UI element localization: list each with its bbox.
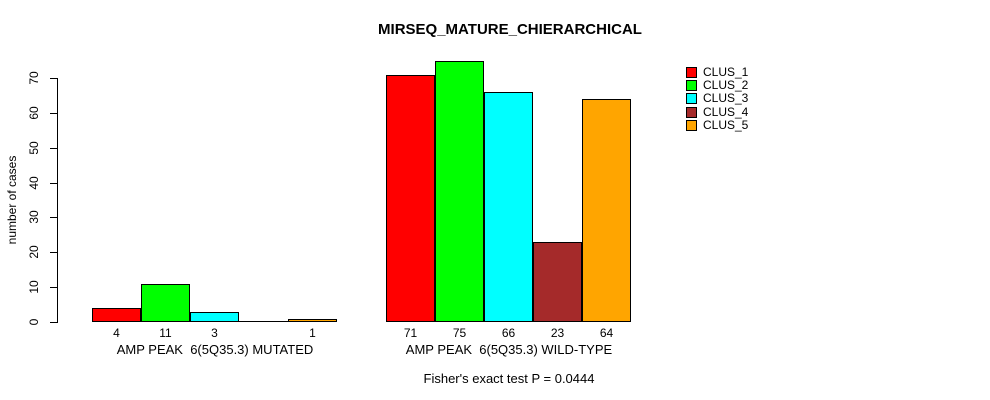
legend-label: CLUS_2 [703, 78, 749, 93]
bar-value-label: 3 [211, 326, 218, 340]
legend-swatch-icon [686, 80, 697, 92]
y-tick-label: 40 [27, 175, 41, 190]
y-tick-label: 0 [27, 318, 41, 326]
y-tick-mark [50, 182, 58, 184]
y-tick-mark [50, 147, 58, 149]
bar-value-label: 64 [599, 326, 614, 340]
y-tick-mark [50, 217, 58, 219]
bar-clus_4 [533, 242, 582, 322]
bar-value-label: 1 [309, 326, 316, 340]
bar-clus_2 [435, 61, 484, 322]
legend-label: CLUS_1 [703, 65, 749, 80]
fisher-test-annotation: Fisher's exact test P = 0.0444 [423, 371, 595, 386]
y-tick-mark [50, 287, 58, 289]
legend-item-clus_5: CLUS_5 [686, 117, 749, 132]
bar-clus_5 [288, 319, 337, 322]
legend-swatch-icon [686, 106, 697, 118]
y-axis-title: number of cases [5, 155, 19, 245]
y-tick-label: 70 [27, 71, 41, 85]
y-axis-line [57, 78, 58, 323]
legend-item-clus_3: CLUS_3 [686, 92, 748, 105]
group-label-mutated: AMP PEAK 6(5Q35.3) MUTATED [116, 342, 314, 357]
bar-value-label: 23 [550, 326, 565, 340]
bar-value-label: 11 [159, 326, 172, 340]
y-tick-mark [50, 78, 58, 79]
bar-value-label: 71 [403, 326, 418, 340]
legend-swatch-icon [686, 93, 697, 105]
legend-label: CLUS_4 [703, 104, 749, 119]
legend-swatch-icon [686, 119, 697, 131]
legend-swatch-icon [686, 67, 697, 79]
bar-clus_5 [582, 99, 631, 322]
bar-clus_1 [92, 308, 141, 322]
legend-label: CLUS_3 [703, 91, 749, 106]
y-tick-mark [50, 322, 58, 323]
y-tick-label: 30 [27, 210, 41, 225]
y-tick-mark [50, 112, 58, 114]
bar-value-label: 75 [452, 326, 467, 340]
legend-label: CLUS_5 [703, 117, 749, 132]
bar-clus_1 [386, 75, 435, 322]
y-tick-mark [50, 252, 58, 254]
legend-item-clus_4: CLUS_4 [686, 104, 749, 119]
bar-clus_3 [484, 92, 533, 322]
y-tick-label: 50 [27, 141, 41, 155]
legend-item-clus_1: CLUS_1 [686, 66, 748, 79]
bar-clus_2 [141, 284, 190, 322]
bar-clus_3 [190, 312, 239, 322]
bar-value-label: 4 [113, 326, 120, 340]
bar-clus_4 [239, 321, 288, 322]
chart-title: MIRSEQ_MATURE_CHIERARCHICAL [378, 21, 642, 38]
legend-item-clus_2: CLUS_2 [686, 79, 748, 92]
y-tick-label: 20 [27, 245, 41, 259]
y-tick-label: 60 [27, 106, 41, 120]
y-tick-label: 10 [27, 280, 41, 294]
bar-value-label: 66 [501, 326, 516, 340]
group-label-wildtype: AMP PEAK 6(5Q35.3) WILD-TYPE [405, 342, 613, 357]
legend: CLUS_1 CLUS_2 CLUS_3 CLUS_4 CLUS_5 [686, 66, 748, 132]
